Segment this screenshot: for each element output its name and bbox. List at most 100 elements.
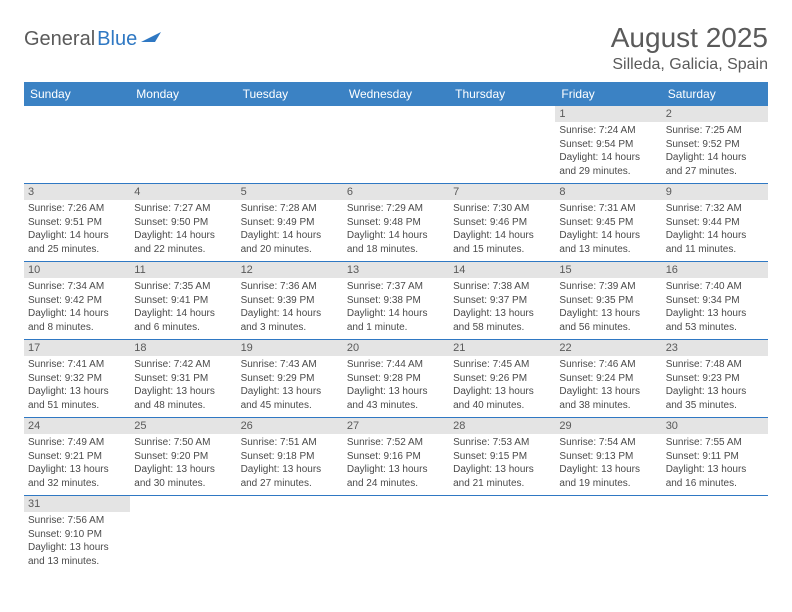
weekday-header: Thursday — [449, 82, 555, 106]
cell-text: and 15 minutes. — [453, 243, 551, 257]
cell-text: and 22 minutes. — [134, 243, 232, 257]
cell-text: Daylight: 13 hours — [241, 385, 339, 399]
calendar-cell: 7Sunrise: 7:30 AMSunset: 9:46 PMDaylight… — [449, 184, 555, 262]
cell-text: Sunset: 9:21 PM — [28, 450, 126, 464]
calendar-cell: 14 Sunrise: 7:38 AMSunset: 9:37 PMDayligh… — [449, 262, 555, 340]
day-number: 31 — [24, 496, 130, 512]
cell-text: Sunrise: 7:35 AM — [134, 280, 232, 294]
cell-text: and 19 minutes. — [559, 477, 657, 491]
cell-text: Daylight: 13 hours — [666, 385, 764, 399]
day-number: 10 — [24, 262, 130, 278]
calendar-row: 31Sunrise: 7:56 AMSunset: 9:10 PMDayligh… — [24, 496, 768, 574]
cell-text: Daylight: 14 hours — [241, 229, 339, 243]
cell-text: Sunset: 9:46 PM — [453, 216, 551, 230]
cell-text: Sunrise: 7:36 AM — [241, 280, 339, 294]
cell-text: and 51 minutes. — [28, 399, 126, 413]
cell-text: and 56 minutes. — [559, 321, 657, 335]
cell-text: Sunset: 9:11 PM — [666, 450, 764, 464]
calendar-cell: 30Sunrise: 7:55 AMSunset: 9:11 PMDayligh… — [662, 418, 768, 496]
day-number: 23 — [662, 340, 768, 356]
cell-text: and 35 minutes. — [666, 399, 764, 413]
cell-text: Sunrise: 7:38 AM — [453, 280, 551, 294]
cell-text: Sunset: 9:29 PM — [241, 372, 339, 386]
logo-text-1: General — [24, 28, 95, 51]
month-title: August 2025 — [611, 22, 768, 54]
day-number: 17 — [24, 340, 130, 356]
cell-text: Sunrise: 7:54 AM — [559, 436, 657, 450]
cell-text: Daylight: 13 hours — [559, 385, 657, 399]
day-number: 27 — [343, 418, 449, 434]
cell-text: Sunrise: 7:28 AM — [241, 202, 339, 216]
cell-text: Daylight: 14 hours — [28, 229, 126, 243]
cell-text: Sunset: 9:49 PM — [241, 216, 339, 230]
cell-text: Sunrise: 7:40 AM — [666, 280, 764, 294]
cell-text: Sunrise: 7:55 AM — [666, 436, 764, 450]
day-number: 12 — [237, 262, 343, 278]
calendar-cell: 23Sunrise: 7:48 AMSunset: 9:23 PMDayligh… — [662, 340, 768, 418]
calendar-cell: 17Sunrise: 7:41 AMSunset: 9:32 PMDayligh… — [24, 340, 130, 418]
cell-text: Sunrise: 7:43 AM — [241, 358, 339, 372]
cell-text: and 16 minutes. — [666, 477, 764, 491]
calendar-cell: 28Sunrise: 7:53 AMSunset: 9:15 PMDayligh… — [449, 418, 555, 496]
day-number: 6 — [343, 184, 449, 200]
cell-text: and 30 minutes. — [134, 477, 232, 491]
day-number: 2 — [662, 106, 768, 122]
weekday-header: Friday — [555, 82, 661, 106]
cell-text: Daylight: 13 hours — [453, 463, 551, 477]
cell-text: Sunrise: 7:26 AM — [28, 202, 126, 216]
cell-text: Daylight: 14 hours — [134, 229, 232, 243]
cell-text: and 13 minutes. — [28, 555, 126, 569]
cell-text: Sunset: 9:18 PM — [241, 450, 339, 464]
cell-text: Sunset: 9:52 PM — [666, 138, 764, 152]
cell-text: Daylight: 13 hours — [453, 307, 551, 321]
cell-text: Sunrise: 7:31 AM — [559, 202, 657, 216]
cell-text: Sunset: 9:37 PM — [453, 294, 551, 308]
cell-text: and 27 minutes. — [241, 477, 339, 491]
weekday-header: Monday — [130, 82, 236, 106]
calendar-cell: 27Sunrise: 7:52 AMSunset: 9:16 PMDayligh… — [343, 418, 449, 496]
cell-text: and 20 minutes. — [241, 243, 339, 257]
calendar-row: 3Sunrise: 7:26 AMSunset: 9:51 PMDaylight… — [24, 184, 768, 262]
day-number: 1 — [555, 106, 661, 122]
calendar-cell: 8Sunrise: 7:31 AMSunset: 9:45 PMDaylight… — [555, 184, 661, 262]
calendar-cell: 19Sunrise: 7:43 AMSunset: 9:29 PMDayligh… — [237, 340, 343, 418]
cell-text: and 58 minutes. — [453, 321, 551, 335]
cell-text: Sunset: 9:34 PM — [666, 294, 764, 308]
day-number: 22 — [555, 340, 661, 356]
cell-text: Sunset: 9:26 PM — [453, 372, 551, 386]
day-number: 15 — [555, 262, 661, 278]
cell-text: and 24 minutes. — [347, 477, 445, 491]
cell-text: Sunset: 9:44 PM — [666, 216, 764, 230]
cell-text: Sunrise: 7:30 AM — [453, 202, 551, 216]
cell-text: and 18 minutes. — [347, 243, 445, 257]
location: Silleda, Galicia, Spain — [611, 56, 768, 74]
weekday-header: Saturday — [662, 82, 768, 106]
calendar-row: 24Sunrise: 7:49 AMSunset: 9:21 PMDayligh… — [24, 418, 768, 496]
cell-text: Sunrise: 7:49 AM — [28, 436, 126, 450]
cell-text: Sunset: 9:50 PM — [134, 216, 232, 230]
day-number: 5 — [237, 184, 343, 200]
cell-text: and 6 minutes. — [134, 321, 232, 335]
calendar-table: SundayMondayTuesdayWednesdayThursdayFrid… — [24, 82, 768, 573]
cell-text: Daylight: 14 hours — [134, 307, 232, 321]
cell-text: Daylight: 14 hours — [241, 307, 339, 321]
calendar-cell: 20Sunrise: 7:44 AMSunset: 9:28 PMDayligh… — [343, 340, 449, 418]
calendar-cell: 22Sunrise: 7:46 AMSunset: 9:24 PMDayligh… — [555, 340, 661, 418]
header: General Blue August 2025 Silleda, Galici… — [24, 22, 768, 74]
calendar-cell: 18Sunrise: 7:42 AMSunset: 9:31 PMDayligh… — [130, 340, 236, 418]
cell-text: Sunrise: 7:27 AM — [134, 202, 232, 216]
cell-text: and 32 minutes. — [28, 477, 126, 491]
cell-text: Sunset: 9:48 PM — [347, 216, 445, 230]
cell-text: Sunset: 9:20 PM — [134, 450, 232, 464]
cell-text: Sunset: 9:15 PM — [453, 450, 551, 464]
cell-text: Daylight: 13 hours — [666, 463, 764, 477]
cell-text: Daylight: 13 hours — [28, 541, 126, 555]
calendar-cell-blank — [343, 106, 449, 184]
calendar-cell: 9Sunrise: 7:32 AMSunset: 9:44 PMDaylight… — [662, 184, 768, 262]
day-number: 14 — [449, 262, 555, 278]
cell-text: and 3 minutes. — [241, 321, 339, 335]
cell-text: and 53 minutes. — [666, 321, 764, 335]
cell-text: Sunrise: 7:29 AM — [347, 202, 445, 216]
cell-text: Daylight: 13 hours — [347, 463, 445, 477]
day-number: 13 — [343, 262, 449, 278]
